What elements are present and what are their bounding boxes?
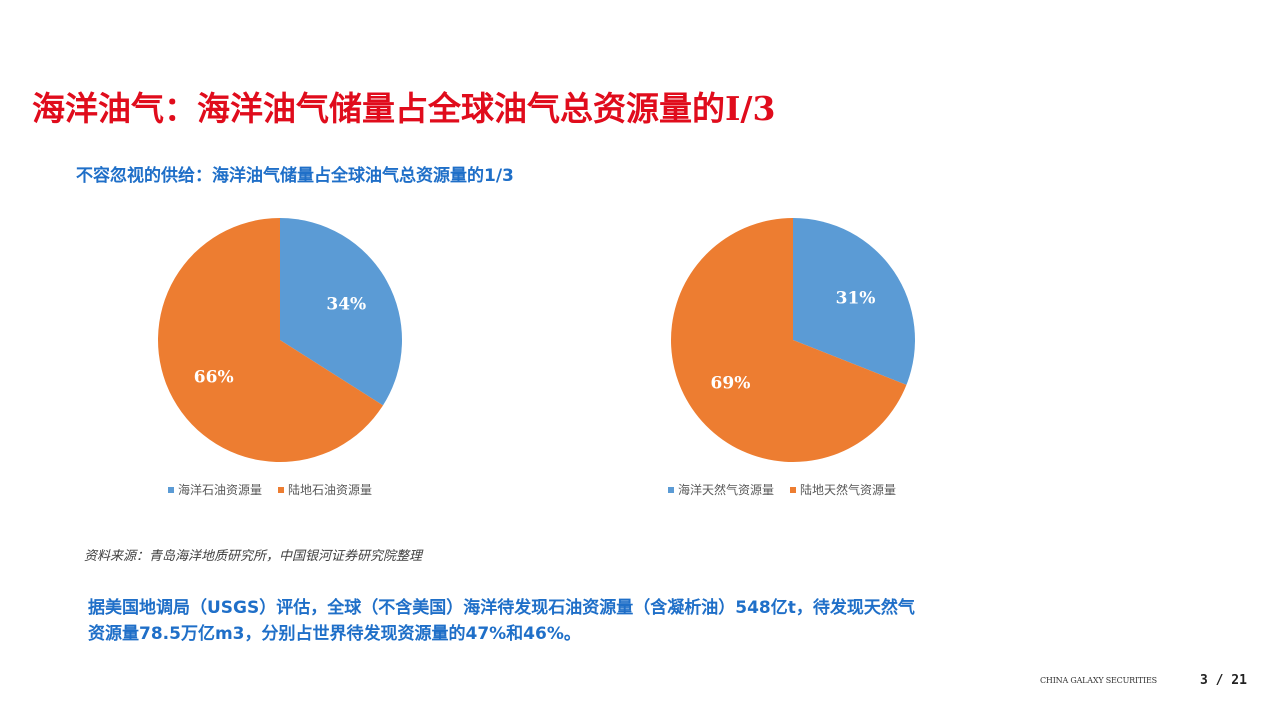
legend-item: 海洋天然气资源量 xyxy=(668,481,774,498)
body-paragraph: 据美国地调局（USGS）评估，全球（不含美国）海洋待发现石油资源量（含凝析油）5… xyxy=(88,595,1118,647)
pie-slice-offshore xyxy=(280,218,402,406)
legend-swatch xyxy=(668,486,674,493)
oil-pie-svg: 34% 66% xyxy=(157,218,402,462)
pie-slice-offshore xyxy=(793,218,915,385)
page-number: 3 / 21 xyxy=(1200,673,1247,688)
legend-label: 陆地石油资源量 xyxy=(288,483,373,497)
pie-slice-onshore xyxy=(157,218,384,462)
page-title: 海洋油气：海洋油气储量占全球油气总资源量的I/3 xyxy=(32,89,776,128)
pie-data-label: 31% xyxy=(836,288,876,308)
pie-slice-onshore xyxy=(671,218,907,462)
section-subtitle: 不容忽视的供给：海洋油气储量占全球油气总资源量的1/3 xyxy=(76,166,514,186)
legend-label: 海洋石油资源量 xyxy=(178,483,263,497)
legend-swatch xyxy=(168,486,174,493)
pie-data-label: 69% xyxy=(711,374,751,394)
legend-swatch xyxy=(790,486,797,493)
legend-item: 海洋石油资源量 xyxy=(168,481,262,498)
body-line-2: 资源量78.5万亿m3，分别占世界待发现资源量的47%和46%。 xyxy=(88,624,581,644)
oil-legend: 海洋石油资源量 陆地石油资源量 xyxy=(150,481,588,498)
gas-pie-svg: 31% 69% xyxy=(671,218,915,462)
oil-resource-pie-chart: 34% 66% 海洋石油资源量 陆地石油资源量 xyxy=(150,212,570,512)
legend-label: 海洋天然气资源量 xyxy=(678,483,775,497)
legend-item: 陆地天然气资源量 xyxy=(790,481,896,498)
legend-swatch xyxy=(278,486,285,493)
source-note: 资料来源：青岛海洋地质研究所，中国银河证券研究院整理 xyxy=(84,549,423,564)
legend-label: 陆地天然气资源量 xyxy=(800,483,897,497)
pie-data-label: 66% xyxy=(194,367,234,387)
footer-brand: CHINA GALAXY SECURITIES xyxy=(1040,676,1157,685)
pie-data-label: 34% xyxy=(326,295,366,315)
body-line-1: 据美国地调局（USGS）评估，全球（不含美国）海洋待发现石油资源量（含凝析油）5… xyxy=(88,598,915,618)
gas-legend: 海洋天然气资源量 陆地天然气资源量 xyxy=(663,481,1088,498)
gas-resource-pie-chart: 31% 69% 海洋天然气资源量 陆地天然气资源量 xyxy=(663,212,1083,512)
legend-item: 陆地石油资源量 xyxy=(278,481,372,498)
